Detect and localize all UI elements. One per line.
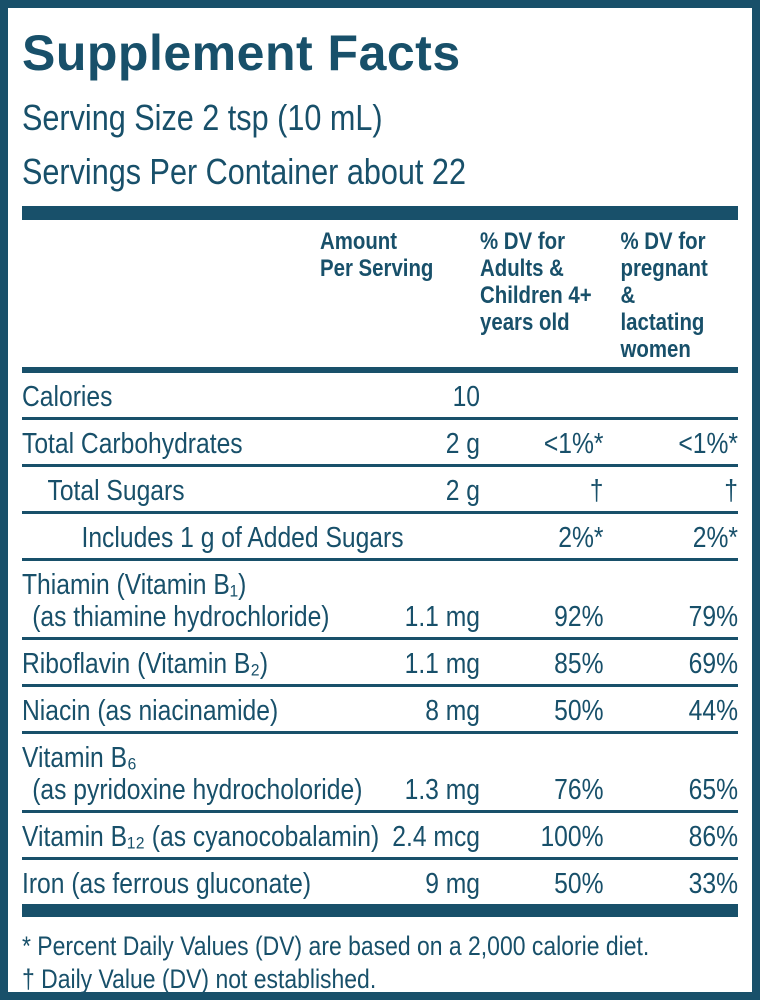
row-label-text: Vitamin B₆ [22, 742, 137, 774]
column-header-dv-adults: % DV for Adults & Children 4+ years old [480, 228, 592, 336]
row-amount: 1.3 mg [404, 774, 480, 806]
row-dv-pregnant: 2%* [692, 522, 738, 554]
panel-title: Supplement Facts [22, 25, 461, 81]
row-label: Total Carbohydrates [22, 428, 275, 460]
row-dv-pregnant: 69% [688, 648, 738, 680]
row-label: Niacin (as niacinamide) [22, 695, 279, 727]
table-row-total-carbohydrates: Total Carbohydrates 2 g <1%* <1%* [22, 420, 738, 467]
row-dv-adults: 50% [554, 868, 604, 900]
table-row-vitamin-b12: Vitamin B₁₂ (as cyanocobalamin) 2.4 mcg … [22, 813, 738, 860]
row-label: Calories [22, 381, 275, 413]
table-row-iron: Iron (as ferrous gluconate) 9 mg 50% 33% [22, 860, 738, 904]
row-label: Total Sugars [22, 475, 275, 507]
footnote-dagger: † Daily Value (DV) not established. [22, 964, 377, 994]
table-row-riboflavin: Riboflavin (Vitamin B₂) 1.1 mg 85% 69% [22, 640, 738, 687]
row-amount: 2 g [445, 428, 480, 460]
row-dv-adults: <1%* [543, 428, 604, 460]
column-header-amount: Amount Per Serving [320, 228, 434, 282]
table-row-total-sugars: Total Sugars 2 g † † [22, 467, 738, 514]
column-header-row: Amount Per Serving % DV for Adults & Chi… [22, 220, 738, 373]
footnotes: * Percent Daily Values (DV) are based on… [22, 930, 738, 996]
row-amount: 10 [452, 381, 480, 413]
row-label-text: Calories [22, 381, 113, 413]
row-dv-pregnant: 33% [688, 868, 738, 900]
row-label-text: Total Carbohydrates [22, 428, 243, 460]
row-dv-pregnant: 44% [688, 695, 738, 727]
row-amount: 1.1 mg [404, 601, 480, 633]
row-label-text: Niacin (as niacinamide) [22, 695, 279, 727]
row-amount: 8 mg [425, 695, 480, 727]
table-row-vitamin-b6: Vitamin B₆ (as pyridoxine hydrocholoride)… [22, 734, 738, 813]
bottom-divider-bar [22, 904, 738, 917]
table-row-niacin: Niacin (as niacinamide) 8 mg 50% 44% [22, 687, 738, 734]
table-row-thiamin: Thiamin (Vitamin B₁) (as thiamine hydroch… [22, 561, 738, 640]
row-label: Vitamin B₆ (as pyridoxine hydrocholoride) [22, 742, 363, 806]
row-label-text: Iron (as ferrous gluconate) [22, 868, 312, 900]
servings-per-container: Servings Per Container about 22 [22, 151, 466, 192]
row-amount: 9 mg [425, 868, 480, 900]
table-row-calories: Calories 10 [22, 373, 738, 420]
row-label-text: Includes 1 g of Added Sugars [81, 522, 404, 554]
table-row-added-sugars: Includes 1 g of Added Sugars 2%* 2%* [22, 514, 738, 561]
row-dv-adults: † [589, 475, 604, 507]
row-dv-adults: 76% [554, 774, 604, 806]
row-dv-pregnant: <1%* [678, 428, 738, 460]
top-divider-bar [22, 206, 738, 220]
row-dv-pregnant: 65% [688, 774, 738, 806]
row-dv-adults: 50% [554, 695, 604, 727]
row-label: Includes 1 g of Added Sugars [22, 522, 404, 554]
row-label-line2: (as thiamine hydrochloride) [32, 601, 330, 633]
row-label-line2: (as pyridoxine hydrocholoride) [32, 774, 363, 806]
row-dv-adults: 2%* [558, 522, 604, 554]
row-dv-adults: 100% [540, 821, 604, 853]
row-dv-pregnant: † [724, 475, 738, 507]
column-header-dv-pregnant: % DV for pregnant & lactating women [620, 228, 708, 363]
row-amount: 2.4 mcg [392, 821, 480, 853]
row-amount: 1.1 mg [404, 648, 480, 680]
row-dv-adults: 85% [554, 648, 604, 680]
row-label: Thiamin (Vitamin B₁) (as thiamine hydroch… [22, 569, 330, 633]
footnote-asterisk: * Percent Daily Values (DV) are based on… [22, 931, 650, 961]
serving-size: Serving Size 2 tsp (10 mL) [22, 97, 383, 138]
row-label-text: Thiamin (Vitamin B₁) [22, 569, 247, 601]
row-dv-pregnant: 79% [688, 601, 738, 633]
row-label: Riboflavin (Vitamin B₂) [22, 648, 275, 680]
row-amount: 2 g [445, 475, 480, 507]
row-label-text: Total Sugars [47, 475, 185, 507]
nutrient-table: Calories 10 Total Carbohydrates 2 g <1%*… [22, 373, 738, 904]
row-label-text: Riboflavin (Vitamin B₂) [22, 648, 269, 680]
row-dv-adults: 92% [554, 601, 604, 633]
row-label: Vitamin B₁₂ (as cyanocobalamin) [22, 821, 379, 853]
row-dv-pregnant: 86% [688, 821, 738, 853]
row-label: Iron (as ferrous gluconate) [22, 868, 311, 900]
row-label-text: Vitamin B₁₂ (as cyanocobalamin) [22, 821, 380, 853]
